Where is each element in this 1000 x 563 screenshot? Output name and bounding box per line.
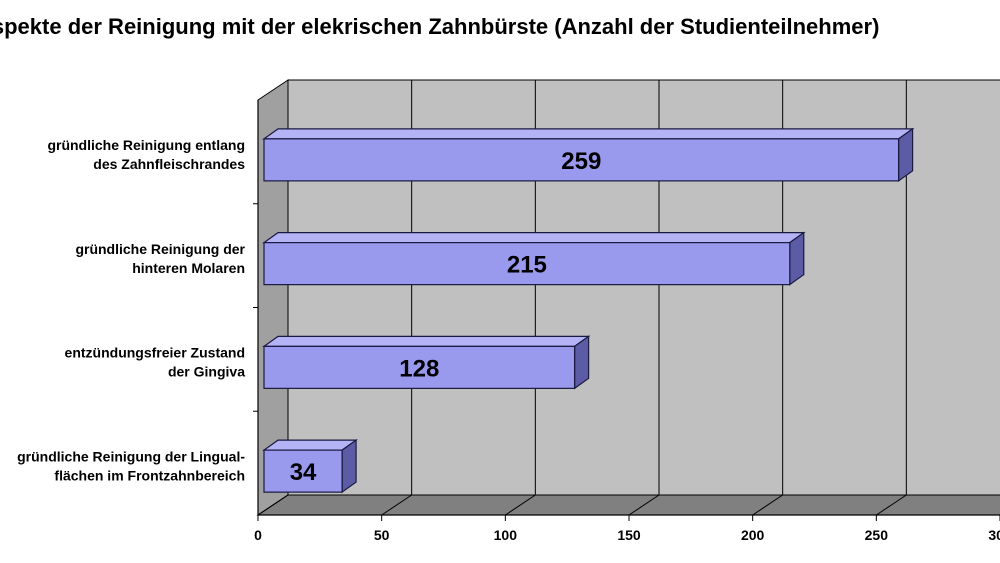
labels: 0 50 100 150 200 250 300 259 gründliche Reinigun… xyxy=(17,137,1000,543)
x-tick-label: 150 xyxy=(617,527,641,543)
x-tick-label: 50 xyxy=(374,527,390,543)
bar-side-face xyxy=(897,127,914,183)
bar-front-face xyxy=(263,138,900,182)
bar-front-face xyxy=(263,449,343,493)
x-tick-label: 100 xyxy=(494,527,518,543)
category-label: gründliche Reinigung der xyxy=(75,241,245,257)
gridline-floor xyxy=(628,494,660,516)
x-tick-label: 250 xyxy=(865,527,889,543)
data-label: 259 xyxy=(561,148,601,175)
bar-side-face xyxy=(573,335,590,390)
bar-top-face xyxy=(262,439,358,451)
category-label: gründliche Reinigung entlang xyxy=(47,137,245,153)
axes xyxy=(253,100,1000,521)
bar xyxy=(262,335,591,390)
bar xyxy=(262,231,806,286)
data-label: 34 xyxy=(290,459,317,486)
gridline-floor xyxy=(505,494,536,516)
bar-top-face xyxy=(262,232,806,244)
bar-side-face xyxy=(789,231,805,286)
x-tick-label: 300 xyxy=(988,527,1000,543)
bar xyxy=(262,127,915,183)
x-tick-label: 0 xyxy=(254,527,262,543)
category-label: entzündungsfreier Zustand xyxy=(65,345,245,361)
category-label: flächen im Frontzahnbereich xyxy=(54,467,245,483)
data-label: 128 xyxy=(399,355,439,382)
category-label: hinteren Molaren xyxy=(132,260,245,276)
data-label: 215 xyxy=(507,252,547,279)
bar-top-face xyxy=(262,335,591,347)
category-label: gründliche Reinigung der Lingual- xyxy=(17,448,245,464)
x-tick-label: 200 xyxy=(741,527,765,543)
category-label: der Gingiva xyxy=(168,364,245,380)
gridline-floor xyxy=(752,494,783,516)
bar-top-face xyxy=(262,128,915,140)
bar-side-face xyxy=(341,438,357,494)
category-label: des Zahnfleischrandes xyxy=(93,156,245,172)
bars xyxy=(262,127,915,494)
bar-front-face xyxy=(263,242,791,286)
bar-front-face xyxy=(263,345,576,389)
gridline-floor xyxy=(257,494,289,516)
gridline-floor xyxy=(381,494,412,516)
bar xyxy=(262,438,358,494)
chart-title: Aspekte der Reinigung mit der elekrische… xyxy=(0,14,880,39)
plot-floor xyxy=(256,494,1000,516)
gridline-floor xyxy=(876,494,907,516)
